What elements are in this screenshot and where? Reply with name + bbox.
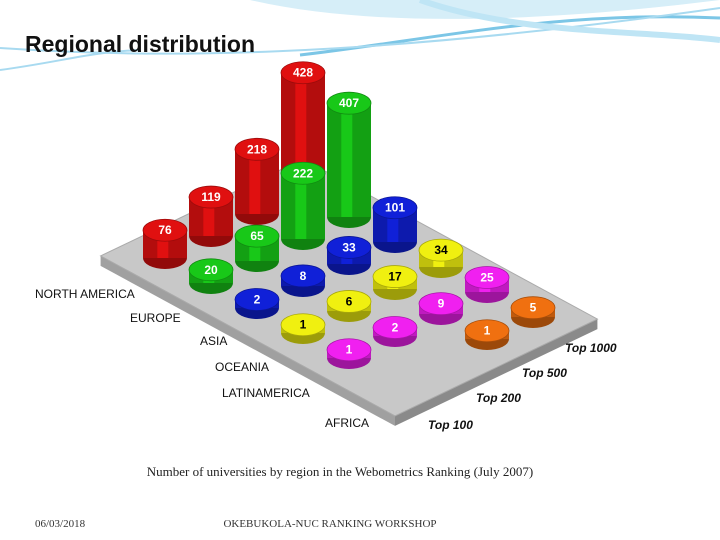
bar-top: [418, 292, 464, 316]
value-label: 218: [247, 142, 267, 156]
slide-title: Regional distribution: [25, 31, 255, 57]
bar-top: [234, 137, 280, 161]
bar-top: [464, 266, 510, 289]
column-label: Top 1000: [565, 341, 617, 355]
bar: [280, 161, 326, 250]
value-label: 101: [385, 201, 405, 215]
value-label: 20: [204, 263, 218, 277]
bar: [234, 137, 280, 225]
bar: [418, 238, 464, 278]
value-label: 33: [342, 240, 356, 254]
bar: [510, 296, 556, 328]
bar: [280, 264, 326, 297]
value-label: 65: [250, 229, 264, 243]
bar-top: [234, 224, 280, 248]
region-label: NORTH AMERICA: [35, 287, 135, 301]
value-label: 1: [346, 343, 353, 357]
bar: [326, 290, 372, 322]
bar: [280, 313, 326, 344]
bar-shine: [295, 173, 307, 239]
bar-top: [280, 264, 326, 288]
value-label: 2: [392, 320, 399, 334]
bar-top: [280, 313, 326, 337]
bar-top: [510, 296, 556, 320]
bar-top: [372, 196, 418, 220]
value-label: 17: [388, 270, 402, 284]
caption: Number of universities by region in the …: [147, 464, 533, 479]
bar: [326, 91, 372, 228]
bar: [372, 316, 418, 347]
bar-top: [418, 238, 464, 262]
bar-top: [326, 290, 372, 313]
footer-event: OKEBUKOLA-NUC RANKING WORKSHOP: [223, 518, 436, 530]
value-label: 428: [293, 66, 313, 80]
bar-top: [280, 161, 326, 185]
bar-top: [188, 258, 234, 282]
chart: NORTH AMERICA EUROPE ASIA OCEANIA LATINAMERI…: [35, 61, 617, 432]
bar-top: [188, 185, 234, 209]
bar-shine: [203, 197, 215, 236]
value-label: 9: [438, 297, 445, 311]
value-label: 6: [346, 294, 353, 308]
bar-top: [326, 91, 372, 115]
value-label: 1: [484, 324, 491, 338]
region-label: EUROPE: [130, 311, 181, 325]
bar-shine: [249, 149, 261, 214]
bar: [326, 338, 372, 369]
bar-top: [326, 338, 372, 362]
bar-shine: [295, 72, 307, 192]
bar: [418, 292, 464, 325]
region-label: LATINAMERICA: [222, 386, 310, 400]
bar: [372, 196, 418, 253]
bar-shine: [157, 230, 169, 258]
bar-shine: [387, 207, 399, 242]
region-label: ASIA: [200, 334, 227, 348]
bar-shine: [341, 103, 353, 217]
bar: [188, 185, 234, 247]
bar: [234, 224, 280, 272]
bar-top: [372, 265, 418, 288]
bar: [234, 288, 280, 319]
bar-top: [464, 319, 510, 343]
value-label: 2: [254, 292, 261, 306]
footer-date: 06/03/2018: [35, 518, 86, 530]
bar: [372, 265, 418, 300]
column-label: Top 100: [428, 418, 473, 432]
value-label: 76: [158, 223, 172, 237]
value-label: 407: [339, 96, 359, 110]
bar: [464, 319, 510, 350]
column-label: Top 200: [476, 391, 521, 405]
column-label: Top 500: [522, 366, 567, 380]
bar: [326, 236, 372, 275]
bar-top: [234, 288, 280, 311]
region-label: AFRICA: [325, 416, 369, 430]
bar: [188, 258, 234, 294]
floor-edge: [395, 319, 598, 426]
region-label: OCEANIA: [215, 360, 269, 374]
value-label: 1: [300, 318, 307, 332]
value-label: 5: [530, 301, 537, 315]
value-label: 34: [434, 243, 448, 257]
bar-top: [372, 316, 418, 339]
value-label: 222: [293, 166, 313, 180]
value-label: 8: [300, 269, 307, 283]
header-swoosh: [0, 0, 720, 71]
bar-top: [280, 61, 326, 85]
value-label: 119: [201, 190, 221, 204]
value-label: 25: [480, 271, 494, 285]
floor-edge: [100, 255, 395, 426]
bar: [464, 266, 510, 303]
bar: [142, 218, 188, 269]
bar-top: [142, 218, 188, 242]
bar-top: [326, 236, 372, 259]
bar-shine: [249, 236, 261, 261]
